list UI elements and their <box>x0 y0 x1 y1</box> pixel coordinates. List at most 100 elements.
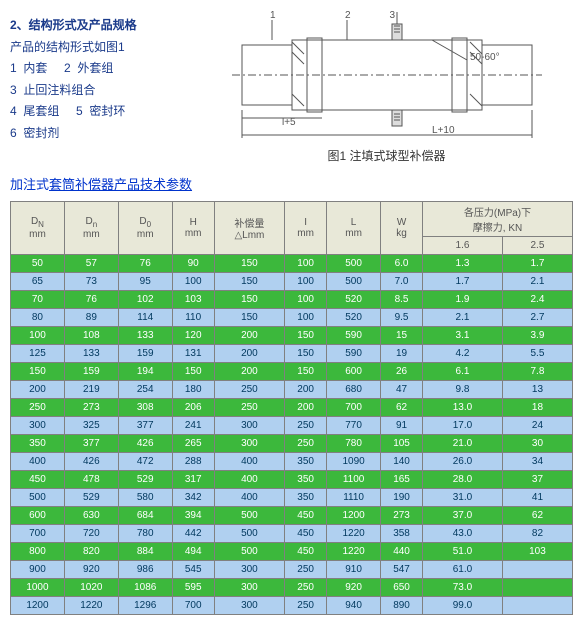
cell: 250 <box>285 579 327 597</box>
label-2: 2 <box>345 10 351 21</box>
cell: 100 <box>285 291 327 309</box>
cell: 73.0 <box>423 579 503 597</box>
cell: 114 <box>118 309 172 327</box>
cell: 394 <box>172 507 214 525</box>
cell: 500 <box>214 543 284 561</box>
cell: 102 <box>118 291 172 309</box>
cell: 150 <box>285 345 327 363</box>
col-header: Imm <box>285 202 327 255</box>
col-header: Dnmm <box>64 202 118 255</box>
cell: 57 <box>64 255 118 273</box>
cell: 770 <box>327 417 381 435</box>
cell: 3.9 <box>502 327 572 345</box>
spec-table: DNmmDnmmD0mmHmm补偿量△LmmImmLmmWkg各压力(MPa)下… <box>10 201 573 615</box>
table-row: 100108133120200150590153.13.9 <box>11 327 573 345</box>
cell: 300 <box>214 417 284 435</box>
cell: 73 <box>64 273 118 291</box>
col-header: Hmm <box>172 202 214 255</box>
cell: 30 <box>502 435 572 453</box>
cell: 300 <box>214 597 284 615</box>
cell: 1220 <box>64 597 118 615</box>
angle-label: 50-60° <box>470 52 500 63</box>
cell: 50 <box>11 255 65 273</box>
cell: 1.3 <box>423 255 503 273</box>
compensator-diagram: 1 2 3 50-60° l+5 <box>222 10 552 140</box>
cell: 426 <box>64 453 118 471</box>
cell: 34 <box>502 453 572 471</box>
cell: 108 <box>64 327 118 345</box>
table-row: 450478529317400350110016528.037 <box>11 471 573 489</box>
cell: 8.5 <box>381 291 423 309</box>
label-3: 3 <box>389 10 395 21</box>
cell: 89 <box>64 309 118 327</box>
cell: 180 <box>172 381 214 399</box>
cell: 190 <box>381 489 423 507</box>
cell: 150 <box>214 309 284 327</box>
cell: 478 <box>64 471 118 489</box>
cell: 300 <box>11 417 65 435</box>
cell: 5.5 <box>502 345 572 363</box>
cell: 700 <box>172 597 214 615</box>
section-title: 加注式套筒补偿器产品技术参数 <box>10 174 573 193</box>
cell: 219 <box>64 381 118 399</box>
table-row: 700720780442500450122035843.082 <box>11 525 573 543</box>
table-row: 6573951001501005007.01.72.1 <box>11 273 573 291</box>
cell: 780 <box>118 525 172 543</box>
cell: 194 <box>118 363 172 381</box>
cell: 273 <box>381 507 423 525</box>
cell: 43.0 <box>423 525 503 543</box>
table-row: 35037742626530025078010521.030 <box>11 435 573 453</box>
legend-subtitle: 产品的结构形式如图1 <box>10 37 190 59</box>
cell: 62 <box>381 399 423 417</box>
cell: 150 <box>285 327 327 345</box>
cell: 440 <box>381 543 423 561</box>
cell: 250 <box>285 597 327 615</box>
cell: 200 <box>285 381 327 399</box>
section-link[interactable]: 套筒补偿器产品技术参数 <box>49 177 192 192</box>
col-header: Wkg <box>381 202 423 255</box>
cell: 165 <box>381 471 423 489</box>
cell: 140 <box>381 453 423 471</box>
dim-right: L+10 <box>432 125 455 136</box>
col-header: D0mm <box>118 202 172 255</box>
cell: 150 <box>214 291 284 309</box>
cell: 150 <box>285 363 327 381</box>
cell: 920 <box>327 579 381 597</box>
cell: 426 <box>118 435 172 453</box>
col-header: Lmm <box>327 202 381 255</box>
cell: 494 <box>172 543 214 561</box>
cell: 150 <box>172 363 214 381</box>
cell: 1220 <box>327 525 381 543</box>
cell: 47 <box>381 381 423 399</box>
cell: 200 <box>214 345 284 363</box>
cell: 350 <box>11 435 65 453</box>
cell <box>502 561 572 579</box>
cell: 545 <box>172 561 214 579</box>
cell: 450 <box>285 507 327 525</box>
cell: 1220 <box>327 543 381 561</box>
cell: 900 <box>11 561 65 579</box>
cell: 400 <box>11 453 65 471</box>
cell: 250 <box>214 399 284 417</box>
cell: 884 <box>118 543 172 561</box>
cell: 1.9 <box>423 291 503 309</box>
cell: 500 <box>214 507 284 525</box>
cell: 21.0 <box>423 435 503 453</box>
col-header: DNmm <box>11 202 65 255</box>
cell: 1110 <box>327 489 381 507</box>
table-row: 400426472288400350109014026.034 <box>11 453 573 471</box>
cell: 1200 <box>327 507 381 525</box>
cell: 150 <box>214 273 284 291</box>
legend-row-1: 1 内套 2 外套组 <box>10 58 190 80</box>
cell: 133 <box>64 345 118 363</box>
legend-row-2: 3 止回注料组合 <box>10 80 190 102</box>
table-row: 3003253772413002507709117.024 <box>11 417 573 435</box>
cell: 680 <box>327 381 381 399</box>
table-row: 90092098654530025091054761.0 <box>11 561 573 579</box>
cell: 9.5 <box>381 309 423 327</box>
table-row: 500529580342400350111019031.041 <box>11 489 573 507</box>
cell: 6.1 <box>423 363 503 381</box>
cell: 103 <box>172 291 214 309</box>
cell: 7.0 <box>381 273 423 291</box>
table-row: 70761021031501005208.51.92.4 <box>11 291 573 309</box>
